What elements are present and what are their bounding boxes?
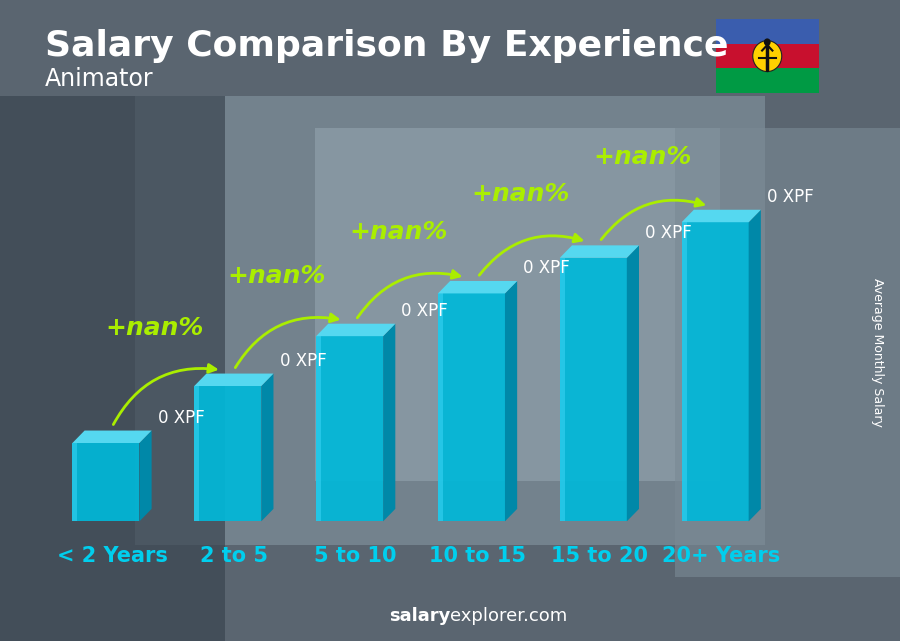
Text: +nan%: +nan% — [471, 182, 570, 206]
Text: 0 XPF: 0 XPF — [401, 302, 448, 320]
FancyArrowPatch shape — [479, 235, 581, 275]
Text: 15 to 20: 15 to 20 — [551, 546, 648, 566]
Text: < 2 Years: < 2 Years — [57, 546, 167, 566]
Polygon shape — [72, 443, 140, 521]
Polygon shape — [626, 246, 639, 521]
Text: +nan%: +nan% — [593, 145, 691, 169]
Text: +nan%: +nan% — [228, 264, 326, 288]
Polygon shape — [681, 222, 749, 521]
Polygon shape — [560, 246, 639, 258]
Text: explorer.com: explorer.com — [450, 607, 567, 625]
Polygon shape — [681, 210, 760, 222]
Text: 0 XPF: 0 XPF — [645, 224, 692, 242]
Text: +nan%: +nan% — [349, 220, 447, 244]
Bar — [135, 96, 765, 545]
Polygon shape — [194, 386, 261, 521]
Polygon shape — [681, 222, 687, 521]
Text: salary: salary — [389, 607, 450, 625]
Circle shape — [752, 40, 782, 72]
Polygon shape — [316, 336, 321, 521]
Bar — [675, 128, 900, 577]
Polygon shape — [505, 281, 518, 521]
Polygon shape — [438, 281, 518, 294]
FancyArrowPatch shape — [235, 314, 338, 368]
Polygon shape — [72, 443, 77, 521]
Polygon shape — [316, 324, 395, 336]
Text: Animator: Animator — [45, 67, 154, 91]
Polygon shape — [194, 386, 199, 521]
Polygon shape — [140, 431, 151, 521]
Polygon shape — [72, 431, 151, 443]
Text: 20+ Years: 20+ Years — [662, 546, 780, 566]
Bar — [716, 19, 819, 44]
Polygon shape — [560, 258, 626, 521]
Text: 5 to 10: 5 to 10 — [314, 546, 397, 566]
Text: 10 to 15: 10 to 15 — [429, 546, 526, 566]
Text: +nan%: +nan% — [105, 316, 203, 340]
Polygon shape — [261, 374, 274, 521]
Polygon shape — [316, 336, 383, 521]
Circle shape — [764, 38, 770, 46]
Polygon shape — [560, 258, 564, 521]
Polygon shape — [438, 294, 505, 521]
Text: Salary Comparison By Experience: Salary Comparison By Experience — [45, 29, 728, 63]
Polygon shape — [749, 210, 760, 521]
Polygon shape — [438, 294, 443, 521]
Bar — [716, 44, 819, 68]
Text: 0 XPF: 0 XPF — [280, 352, 327, 370]
Bar — [315, 128, 720, 481]
Text: 0 XPF: 0 XPF — [523, 260, 570, 278]
Bar — [0, 96, 225, 641]
Bar — [716, 68, 819, 93]
Polygon shape — [383, 324, 395, 521]
FancyArrowPatch shape — [113, 365, 216, 424]
Text: 0 XPF: 0 XPF — [767, 188, 814, 206]
FancyArrowPatch shape — [357, 271, 460, 318]
Text: 2 to 5: 2 to 5 — [200, 546, 268, 566]
Text: 0 XPF: 0 XPF — [158, 409, 204, 427]
Polygon shape — [194, 374, 274, 386]
Text: Average Monthly Salary: Average Monthly Salary — [871, 278, 884, 427]
FancyArrowPatch shape — [601, 199, 704, 240]
